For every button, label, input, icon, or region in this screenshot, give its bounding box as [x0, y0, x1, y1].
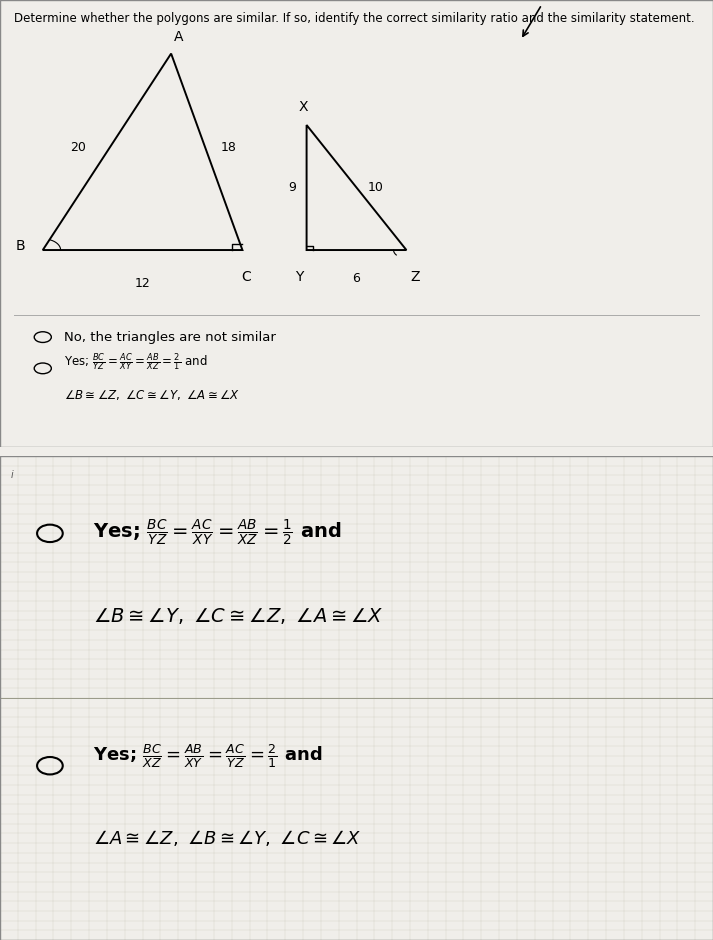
Text: Determine whether the polygons are similar. If so, identify the correct similari: Determine whether the polygons are simil… — [14, 11, 695, 24]
Text: Yes; $\frac{BC}{YZ} = \frac{AC}{XY} = \frac{AB}{XZ} = \frac{1}{2}$ and: Yes; $\frac{BC}{YZ} = \frac{AC}{XY} = \f… — [93, 518, 341, 548]
Text: Yes; $\frac{BC}{YZ} = \frac{AC}{XY} = \frac{AB}{XZ} = \frac{2}{1}$ and: Yes; $\frac{BC}{YZ} = \frac{AC}{XY} = \f… — [64, 351, 207, 372]
Text: $\angle B \cong \angle Y,\ \angle C \cong \angle Z,\ \angle A \cong \angle X$: $\angle B \cong \angle Y,\ \angle C \con… — [93, 605, 384, 626]
Text: $\angle B \cong \angle Z,\ \angle C \cong \angle Y,\ \angle A \cong \angle X$: $\angle B \cong \angle Z,\ \angle C \con… — [64, 388, 240, 402]
Text: B: B — [16, 239, 25, 253]
Text: i: i — [11, 470, 14, 480]
Text: Yes; $\frac{BC}{XZ} = \frac{AB}{XY} = \frac{AC}{YZ} = \frac{2}{1}$ and: Yes; $\frac{BC}{XZ} = \frac{AB}{XY} = \f… — [93, 742, 322, 770]
Text: Y: Y — [295, 270, 304, 284]
Text: 10: 10 — [367, 181, 383, 194]
Text: C: C — [241, 270, 251, 284]
Text: X: X — [298, 100, 308, 114]
Text: 12: 12 — [135, 276, 150, 290]
Text: Z: Z — [410, 270, 419, 284]
Text: 20: 20 — [70, 141, 86, 154]
Text: A: A — [173, 30, 183, 44]
Text: 9: 9 — [288, 181, 296, 194]
Text: No, the triangles are not similar: No, the triangles are not similar — [64, 331, 276, 344]
Text: $\angle A \cong \angle Z,\ \angle B \cong \angle Y,\ \angle C \cong \angle X$: $\angle A \cong \angle Z,\ \angle B \con… — [93, 828, 361, 848]
Text: 18: 18 — [221, 141, 237, 154]
Text: 6: 6 — [352, 273, 361, 286]
